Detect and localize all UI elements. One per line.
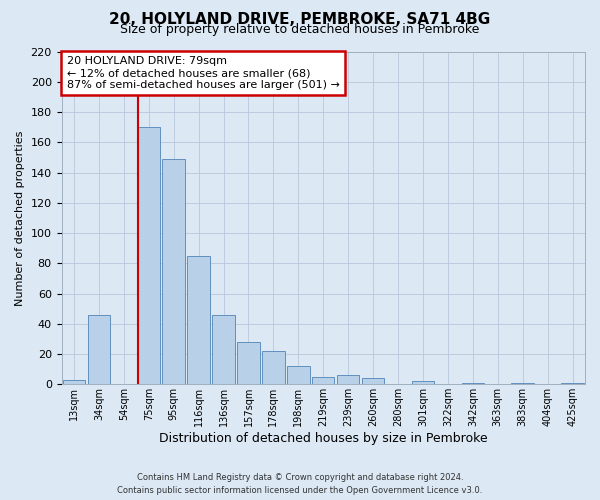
Bar — [237, 342, 260, 384]
Bar — [212, 314, 235, 384]
Bar — [412, 382, 434, 384]
Text: Size of property relative to detached houses in Pembroke: Size of property relative to detached ho… — [121, 22, 479, 36]
Bar — [262, 351, 284, 384]
Bar — [511, 383, 534, 384]
Bar — [562, 383, 584, 384]
Bar — [63, 380, 85, 384]
Bar — [287, 366, 310, 384]
Bar — [187, 256, 210, 384]
Bar — [461, 383, 484, 384]
Text: 20, HOLYLAND DRIVE, PEMBROKE, SA71 4BG: 20, HOLYLAND DRIVE, PEMBROKE, SA71 4BG — [109, 12, 491, 28]
Text: 20 HOLYLAND DRIVE: 79sqm
← 12% of detached houses are smaller (68)
87% of semi-d: 20 HOLYLAND DRIVE: 79sqm ← 12% of detach… — [67, 56, 340, 90]
X-axis label: Distribution of detached houses by size in Pembroke: Distribution of detached houses by size … — [159, 432, 488, 445]
Bar — [137, 127, 160, 384]
Bar — [362, 378, 385, 384]
Y-axis label: Number of detached properties: Number of detached properties — [15, 130, 25, 306]
Bar — [337, 375, 359, 384]
Bar — [88, 314, 110, 384]
Text: Contains HM Land Registry data © Crown copyright and database right 2024.
Contai: Contains HM Land Registry data © Crown c… — [118, 473, 482, 495]
Bar — [312, 376, 334, 384]
Bar — [163, 159, 185, 384]
